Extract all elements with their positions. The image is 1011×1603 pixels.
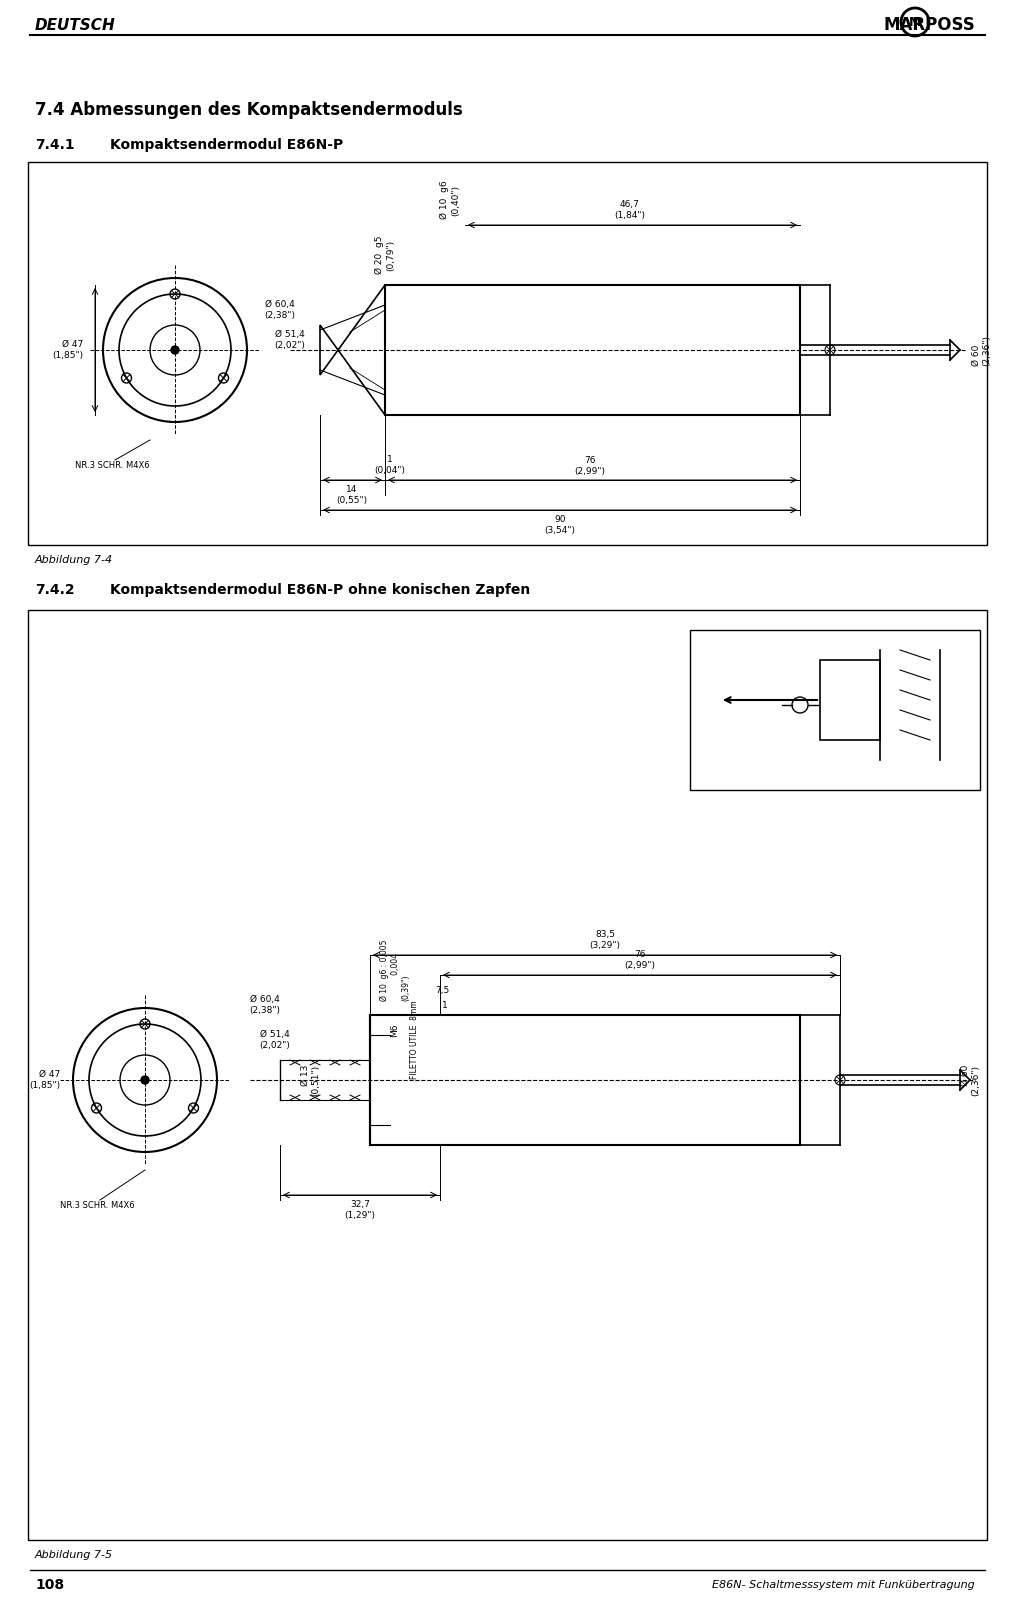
Circle shape — [171, 346, 179, 354]
Text: 7.4 Abmessungen des Kompaktsendermoduls: 7.4 Abmessungen des Kompaktsendermoduls — [35, 101, 463, 119]
Text: 76
(2,99"): 76 (2,99") — [574, 457, 606, 476]
Text: Ø 51,4
(2,02"): Ø 51,4 (2,02") — [259, 1031, 290, 1050]
Text: Kompaktsendermodul E86N-P ohne konischen Zapfen: Kompaktsendermodul E86N-P ohne konischen… — [110, 583, 530, 596]
Text: DEUTSCH: DEUTSCH — [35, 18, 115, 32]
Text: NR.3 SCHR. M4X6: NR.3 SCHR. M4X6 — [75, 462, 150, 471]
Text: FILETTO UTILE  8mm: FILETTO UTILE 8mm — [410, 1000, 419, 1079]
Text: 83,5
(3,29"): 83,5 (3,29") — [589, 930, 621, 949]
Bar — [370, 1015, 800, 1145]
Bar — [385, 285, 800, 415]
Text: 1
(0,04"): 1 (0,04") — [374, 455, 405, 474]
Text: 7.4.2: 7.4.2 — [35, 583, 75, 596]
Text: Abbildung 7-4: Abbildung 7-4 — [35, 555, 113, 564]
Text: Ø 51,4
(2,02"): Ø 51,4 (2,02") — [274, 330, 305, 349]
Text: Ø 13
(0,51"): Ø 13 (0,51") — [300, 1064, 320, 1095]
Text: 32,7
(1,29"): 32,7 (1,29") — [345, 1201, 375, 1220]
Text: Ø 47
(1,85"): Ø 47 (1,85") — [29, 1071, 60, 1090]
Text: 90
(3,54"): 90 (3,54") — [545, 515, 575, 535]
Text: 7.4.1: 7.4.1 — [35, 138, 75, 152]
Text: 1: 1 — [442, 1000, 448, 1010]
Text: 7,5: 7,5 — [435, 986, 449, 994]
Text: Ø 10  g6 : 0,005
           0,004
(0,39"): Ø 10 g6 : 0,005 0,004 (0,39") — [380, 939, 410, 1000]
Text: Ø 10  g6
(0,40"): Ø 10 g6 (0,40") — [440, 181, 460, 220]
Text: Ø 47
(1,85"): Ø 47 (1,85") — [52, 340, 83, 359]
Text: 46,7
(1,84"): 46,7 (1,84") — [615, 200, 645, 220]
Text: Ø 60
(2,36"): Ø 60 (2,36") — [960, 1064, 980, 1095]
Text: M6: M6 — [390, 1023, 399, 1037]
Bar — [820, 660, 880, 741]
Text: NR.3 SCHR. M4X6: NR.3 SCHR. M4X6 — [60, 1201, 134, 1210]
Text: M: M — [909, 16, 921, 29]
Text: 76
(2,99"): 76 (2,99") — [625, 951, 655, 970]
Text: Abbildung 7-5: Abbildung 7-5 — [35, 1550, 113, 1560]
Bar — [690, 630, 980, 790]
Text: Ø 20  g5
(0,79"): Ø 20 g5 (0,79") — [375, 236, 394, 274]
Bar — [28, 611, 987, 1540]
Text: MARPOSS: MARPOSS — [884, 16, 975, 34]
Text: Ø 60
(2,36"): Ø 60 (2,36") — [972, 335, 992, 365]
Text: 14
(0,55"): 14 (0,55") — [337, 486, 368, 505]
Bar — [28, 162, 987, 545]
Text: Ø 60,4
(2,38"): Ø 60,4 (2,38") — [264, 300, 295, 319]
Text: 108: 108 — [35, 1577, 64, 1592]
Circle shape — [141, 1076, 149, 1084]
Text: Kompaktsendermodul E86N-P: Kompaktsendermodul E86N-P — [110, 138, 344, 152]
Text: Ø 60,4
(2,38"): Ø 60,4 (2,38") — [249, 995, 280, 1015]
Text: E86N- Schaltmesssystem mit Funkübertragung: E86N- Schaltmesssystem mit Funkübertragu… — [713, 1581, 975, 1590]
